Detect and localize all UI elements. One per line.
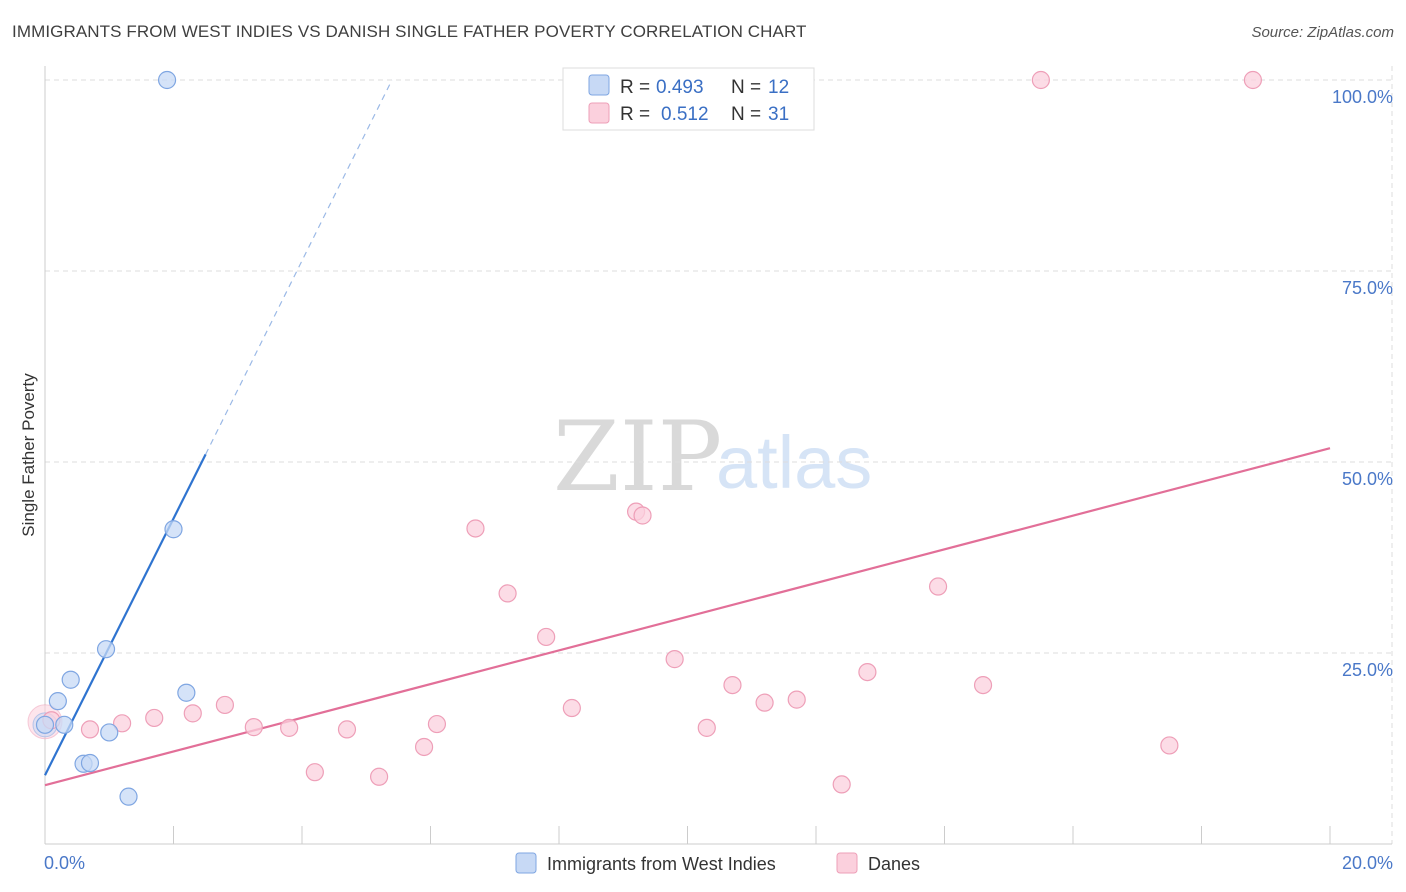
data-point-pink [973,675,993,695]
data-point-pink [787,690,806,709]
watermark-zip: ZIP [553,401,722,513]
legend-r-value: 0.512 [661,104,709,125]
data-point-pink [280,718,299,737]
chart-source: Source: ZipAtlas.com [1251,24,1394,41]
data-point-pink [562,698,581,718]
y-tick-label: 100.0% [1332,87,1393,107]
data-point-pink [755,693,774,712]
data-point-blue [48,692,67,711]
x-tick-labels: 0.0% 20.0% [44,853,1393,873]
data-point-pink [215,695,234,715]
data-point-blue [35,715,55,734]
data-point-pink [244,718,263,737]
data-point-pink [832,775,851,794]
data-point-pink [537,627,556,647]
data-point-pink [183,704,202,723]
data-point-pink [1031,70,1050,90]
data-point-pink [427,714,447,734]
data-point-pink [498,584,517,603]
y-tick-labels: 25.0% 50.0% 75.0% 100.0% [1332,87,1393,680]
data-point-pink [370,767,389,786]
data-point-pink [80,720,100,739]
y-tick-label: 75.0% [1342,278,1393,298]
data-point-blue [164,520,183,539]
data-point-blue [157,70,177,90]
data-point-blue [96,640,116,659]
legend-r-label: R = [620,77,650,98]
y-axis-label: Single Father Poverty [19,373,38,537]
data-point-pink [633,506,652,525]
bottom-legend-swatch-blue [515,852,537,874]
data-point-pink [1243,70,1263,90]
legend-n-value: 12 [768,77,789,98]
data-point-blue [100,723,119,742]
watermark: ZIP atlas [553,401,872,513]
data-points [27,70,1263,806]
bottom-legend-label-pink: Danes [868,854,920,874]
bottom-legend-swatch-pink [836,852,858,874]
legend-swatch-pink [588,102,610,124]
data-point-pink [697,718,716,737]
data-point-pink [466,519,485,538]
legend-n-value: 31 [768,104,789,125]
data-point-blue [80,753,100,773]
data-point-blue [55,715,74,734]
data-point-pink [928,577,948,596]
legend-swatch-blue [588,74,610,96]
y-tick-label: 50.0% [1342,469,1393,489]
data-point-blue [119,787,138,806]
bottom-legend: Immigrants from West Indies Danes [515,852,920,874]
trendline-blue-extension [205,79,393,455]
data-point-pink [414,737,434,757]
data-point-pink [723,675,742,695]
chart-title: IMMIGRANTS FROM WEST INDIES VS DANISH SI… [12,22,807,41]
data-point-pink [145,708,164,728]
x-tick-label: 20.0% [1342,853,1393,873]
data-point-pink [112,714,132,733]
legend: R = 0.493 N = 12 R = 0.512 N = 31 [562,67,815,131]
legend-r-value: 0.493 [656,77,704,98]
data-point-pink [337,720,357,739]
x-tick-label: 0.0% [44,853,85,873]
data-point-pink [665,650,684,669]
data-point-blue [177,683,196,702]
legend-n-label: N = [731,77,761,98]
y-tick-label: 25.0% [1342,660,1393,680]
data-point-pink [305,763,324,782]
data-point-pink [858,662,877,682]
bottom-legend-label-blue: Immigrants from West Indies [547,854,776,874]
legend-n-label: N = [731,104,761,125]
data-point-blue [61,670,80,689]
data-point-pink [1160,736,1179,755]
legend-r-label: R = [620,104,650,125]
grid-lines [45,66,1393,844]
